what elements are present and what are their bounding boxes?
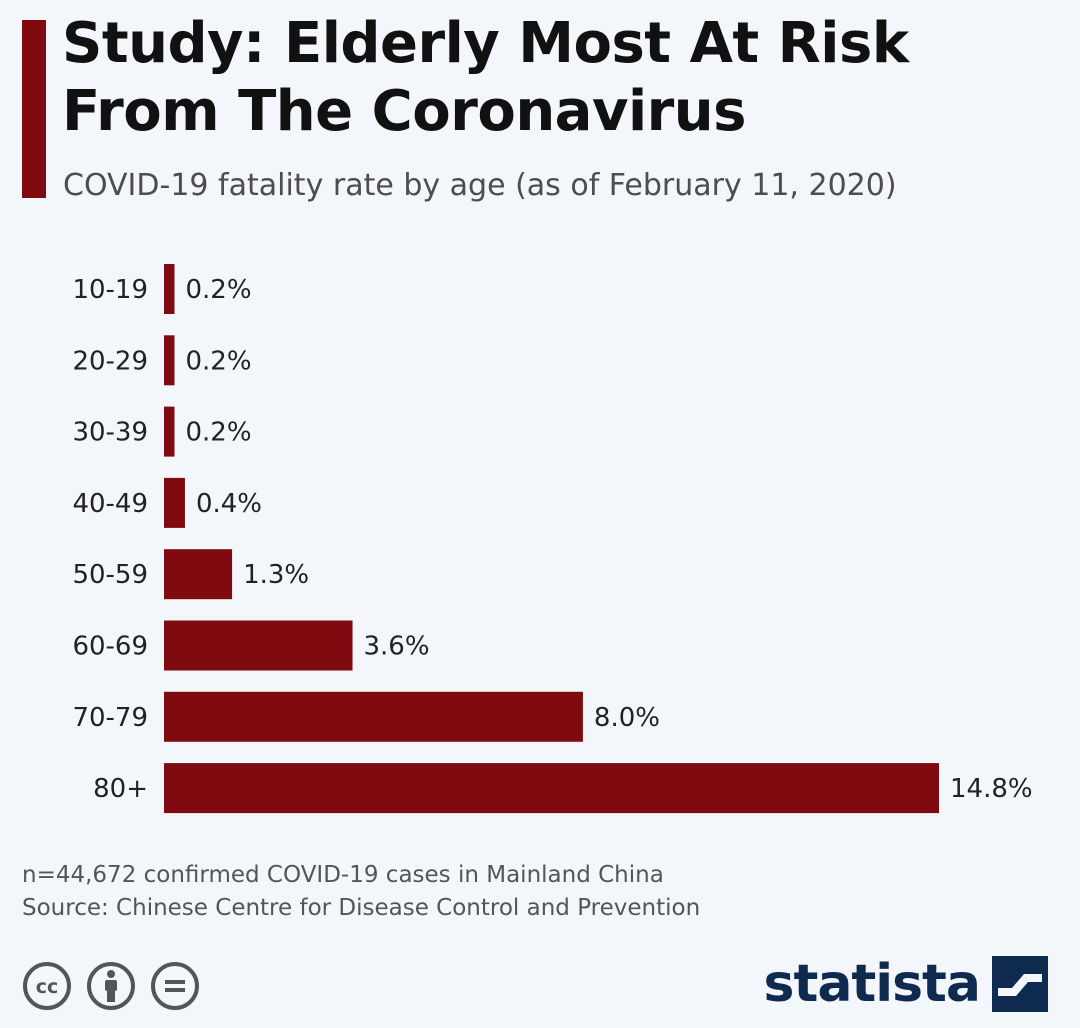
title-line-2: From The Coronavirus bbox=[62, 79, 746, 144]
value-label: 3.6% bbox=[364, 632, 430, 662]
category-label: 10-19 bbox=[72, 275, 148, 305]
statista-brand[interactable]: statista bbox=[764, 952, 1048, 1016]
value-label: 0.2% bbox=[185, 418, 251, 448]
attribution-icon[interactable] bbox=[86, 961, 136, 1011]
title-line-1: Study: Elderly Most At Risk bbox=[62, 11, 909, 76]
cc-icon[interactable]: cc bbox=[22, 961, 72, 1011]
license-icons: cc bbox=[22, 961, 200, 1011]
bar bbox=[164, 477, 185, 528]
category-label: 60-69 bbox=[72, 632, 148, 662]
value-label: 8.0% bbox=[594, 703, 660, 733]
bar bbox=[164, 691, 583, 742]
category-label: 80+ bbox=[93, 774, 148, 804]
bar bbox=[164, 549, 233, 600]
chart-subtitle: COVID-19 fatality rate by age (as of Feb… bbox=[63, 168, 897, 203]
category-label: 40-49 bbox=[72, 489, 148, 519]
value-label: 0.2% bbox=[185, 346, 251, 376]
bar bbox=[164, 763, 939, 814]
bar bbox=[164, 620, 353, 671]
bar bbox=[164, 264, 175, 314]
value-label: 0.4% bbox=[196, 489, 262, 519]
bar bbox=[164, 406, 175, 457]
sample-size-note: n=44,672 confirmed COVID-19 cases in Mai… bbox=[22, 862, 664, 888]
svg-text:cc: cc bbox=[36, 976, 59, 998]
category-label: 70-79 bbox=[72, 703, 148, 733]
bar bbox=[164, 335, 175, 386]
category-label: 30-39 bbox=[72, 418, 148, 448]
statista-logo-icon bbox=[992, 956, 1048, 1012]
category-label: 20-29 bbox=[72, 346, 148, 376]
value-label: 0.2% bbox=[185, 275, 251, 305]
source-note: Source: Chinese Centre for Disease Contr… bbox=[22, 895, 701, 921]
value-label: 1.3% bbox=[243, 560, 309, 590]
statista-logo-text: statista bbox=[763, 954, 981, 1014]
bar-chart: 10-19 0.2% 20-29 0.2% 30-39 0.2% 40-49 0.4% 50-5… bbox=[72, 264, 1033, 814]
value-label: 14.8% bbox=[950, 774, 1033, 804]
no-derivatives-icon[interactable] bbox=[150, 961, 200, 1011]
category-label: 50-59 bbox=[72, 560, 148, 590]
chart-title: Study: Elderly Most At Risk From The Cor… bbox=[62, 10, 1062, 146]
title-accent-bar bbox=[22, 20, 46, 198]
